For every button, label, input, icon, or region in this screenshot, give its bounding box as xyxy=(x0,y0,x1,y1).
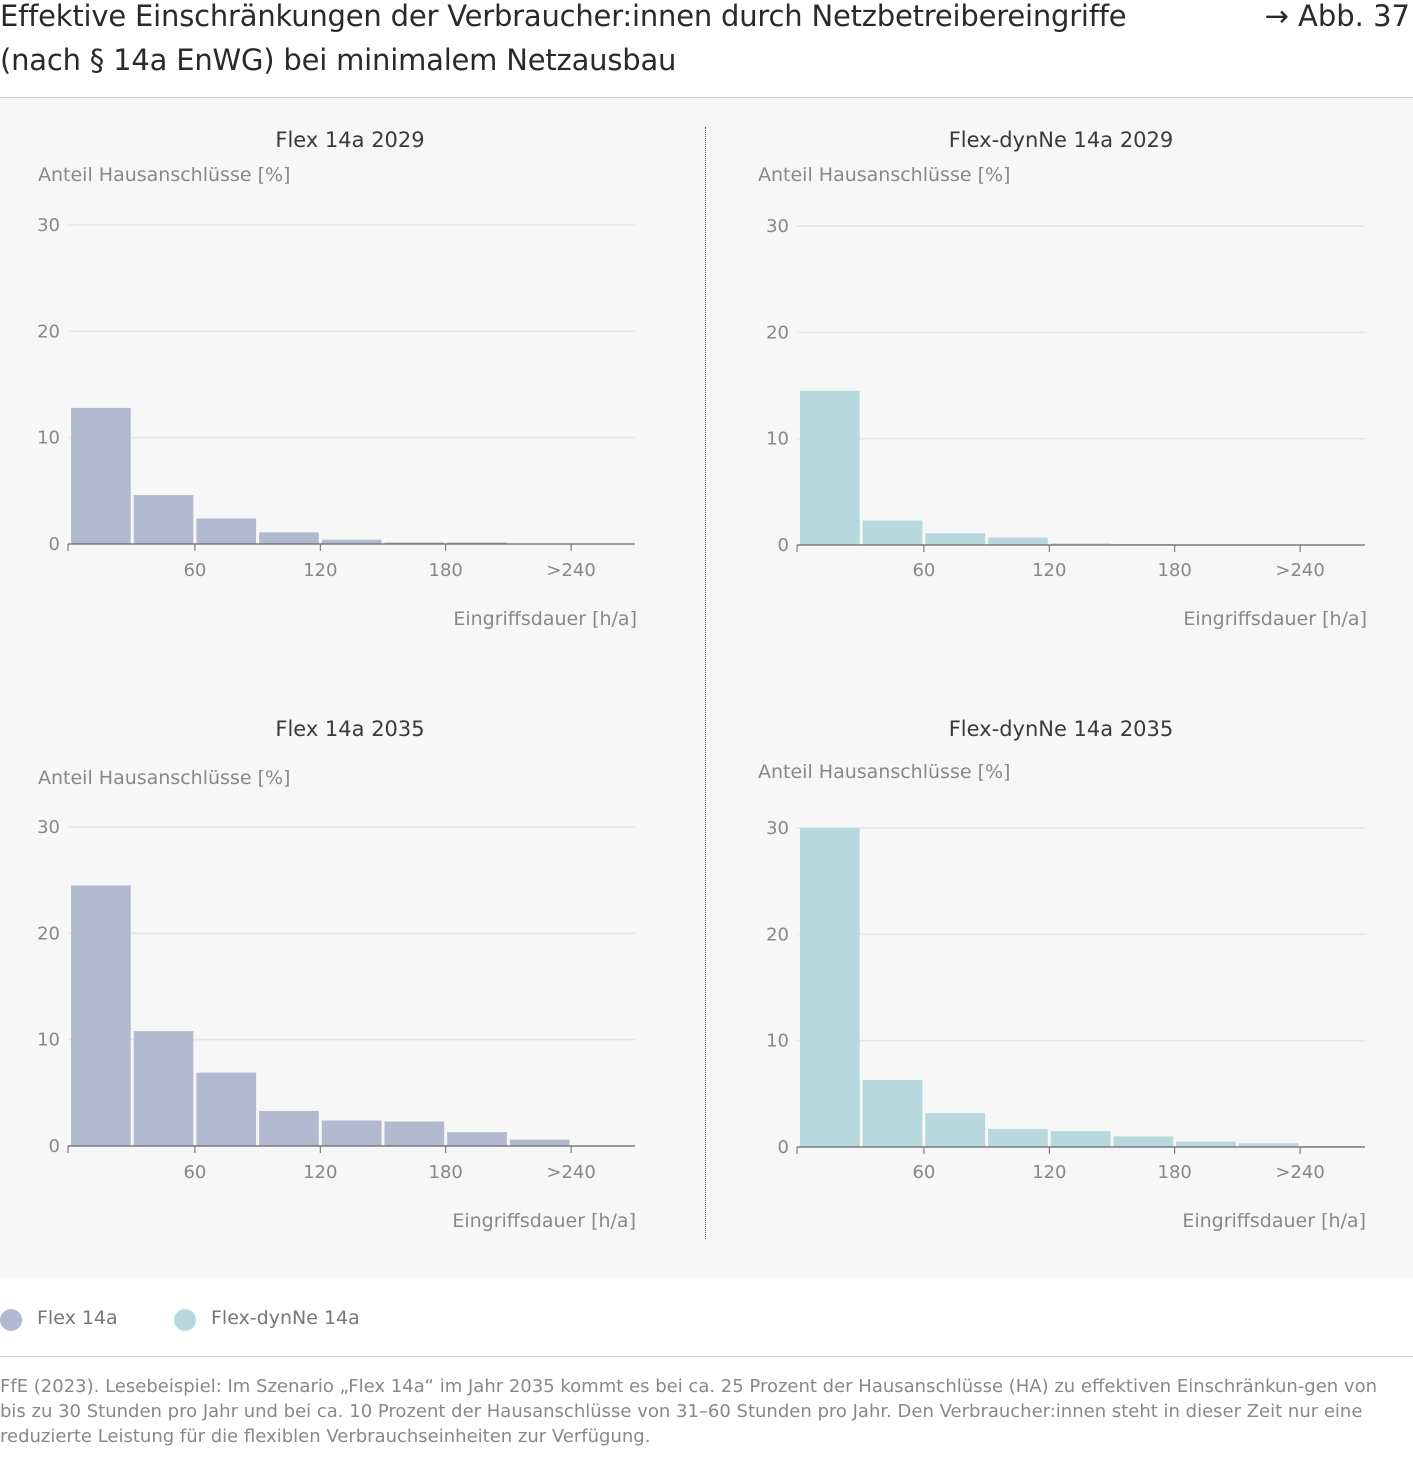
x-tick-label: 180 xyxy=(1158,1162,1192,1183)
histogram-bar xyxy=(71,885,131,1146)
legend-swatch-flex xyxy=(0,1309,22,1331)
x-tick-label: 60 xyxy=(183,1162,206,1183)
y-tick-label: 30 xyxy=(766,818,789,839)
x-tick-label: >240 xyxy=(1275,1162,1324,1183)
y-axis-label: Anteil Hausanschlüsse [%] xyxy=(38,767,290,789)
x-tick-label: 180 xyxy=(429,560,463,581)
histogram-bar xyxy=(988,537,1048,545)
y-tick-label: 20 xyxy=(37,321,60,342)
histogram-bar xyxy=(384,542,445,544)
source-note: FfE (2023). Lesebeispiel: Im Szenario „F… xyxy=(0,1376,1378,1447)
x-tick-label: 60 xyxy=(183,560,206,581)
legend-swatch-flexdyn xyxy=(174,1309,196,1331)
chart-title: Flex-dynNe 14a 2029 xyxy=(949,128,1174,152)
histogram-bar xyxy=(1176,1141,1236,1147)
y-tick-label: 20 xyxy=(37,923,60,944)
histogram-bar xyxy=(1113,1136,1174,1147)
histogram-bar xyxy=(447,1132,507,1146)
x-axis-label: Eingriffsdauer [h/a] xyxy=(1182,1210,1366,1232)
y-axis-label: Anteil Hausanschlüsse [%] xyxy=(758,164,1010,186)
y-tick-label: 0 xyxy=(778,535,789,556)
panel-divider xyxy=(705,127,706,1239)
x-tick-label: 60 xyxy=(912,560,935,581)
top-divider xyxy=(0,97,1413,98)
histogram-bar xyxy=(1050,1131,1111,1147)
histogram-bar xyxy=(800,828,860,1147)
y-tick-label: 0 xyxy=(49,1136,60,1157)
x-tick-label: >240 xyxy=(546,560,595,581)
x-axis-label: Eingriffsdauer [h/a] xyxy=(453,608,637,630)
legend-label-flex: Flex 14a xyxy=(37,1307,118,1329)
histogram-bar xyxy=(259,1110,319,1146)
y-axis-label: Anteil Hausanschlüsse [%] xyxy=(38,164,290,186)
charts-canvas: Flex 14a 2029 Anteil Hausanschlüsse [%] 0 1… xyxy=(37,128,1367,1232)
chart-title: Flex 14a 2029 xyxy=(275,128,424,152)
histogram-bar xyxy=(384,1121,445,1146)
histogram-bar xyxy=(196,518,257,544)
y-tick-label: 30 xyxy=(766,216,789,237)
histogram-bar xyxy=(133,495,194,544)
histogram-bar xyxy=(800,390,860,545)
y-tick-label: 10 xyxy=(766,429,789,450)
y-tick-label: 0 xyxy=(49,534,60,555)
chart-title: Flex 14a 2035 xyxy=(275,717,424,741)
x-tick-label: 180 xyxy=(429,1162,463,1183)
y-tick-label: 10 xyxy=(37,428,60,449)
y-tick-label: 20 xyxy=(766,924,789,945)
histogram-bar xyxy=(988,1128,1048,1147)
x-axis-label: Eingriffsdauer [h/a] xyxy=(1183,608,1367,630)
histogram-bar xyxy=(1050,543,1111,545)
bottom-divider xyxy=(0,1356,1413,1357)
figure-title: Effektive Einschränkungen der Verbrauche… xyxy=(0,0,1127,77)
x-tick-label: 60 xyxy=(912,1162,935,1183)
x-axis-label: Eingriffsdauer [h/a] xyxy=(452,1210,636,1232)
histogram-bar xyxy=(862,520,923,545)
histogram-bar xyxy=(133,1031,194,1146)
histogram-bar xyxy=(925,533,986,545)
x-tick-label: 120 xyxy=(303,1162,337,1183)
figure-reference: → Abb. 37 xyxy=(1264,0,1410,33)
x-tick-label: 180 xyxy=(1158,560,1192,581)
legend-label-flexdyn: Flex-dynNe 14a xyxy=(211,1307,360,1329)
y-tick-label: 0 xyxy=(778,1137,789,1158)
x-tick-label: >240 xyxy=(546,1162,595,1183)
histogram-bar xyxy=(321,539,382,544)
chart-title: Flex-dynNe 14a 2035 xyxy=(949,717,1174,741)
y-axis-label: Anteil Hausanschlüsse [%] xyxy=(758,761,1010,783)
x-tick-label: 120 xyxy=(1032,1162,1066,1183)
histogram-bar xyxy=(925,1112,986,1147)
x-tick-label: 120 xyxy=(303,560,337,581)
histogram-bar xyxy=(196,1072,257,1146)
y-tick-label: 30 xyxy=(37,817,60,838)
y-tick-label: 10 xyxy=(37,1030,60,1051)
histogram-bar xyxy=(1238,1143,1299,1147)
x-tick-label: >240 xyxy=(1275,560,1324,581)
x-tick-label: 120 xyxy=(1032,560,1066,581)
y-tick-label: 20 xyxy=(766,322,789,343)
histogram-bar xyxy=(862,1080,923,1147)
histogram-bar xyxy=(259,532,319,544)
histogram-bar xyxy=(509,1139,570,1146)
histogram-bar xyxy=(71,407,131,544)
y-tick-label: 10 xyxy=(766,1031,789,1052)
y-tick-label: 30 xyxy=(37,215,60,236)
histogram-bar xyxy=(321,1120,382,1146)
histogram-bar xyxy=(447,542,507,544)
